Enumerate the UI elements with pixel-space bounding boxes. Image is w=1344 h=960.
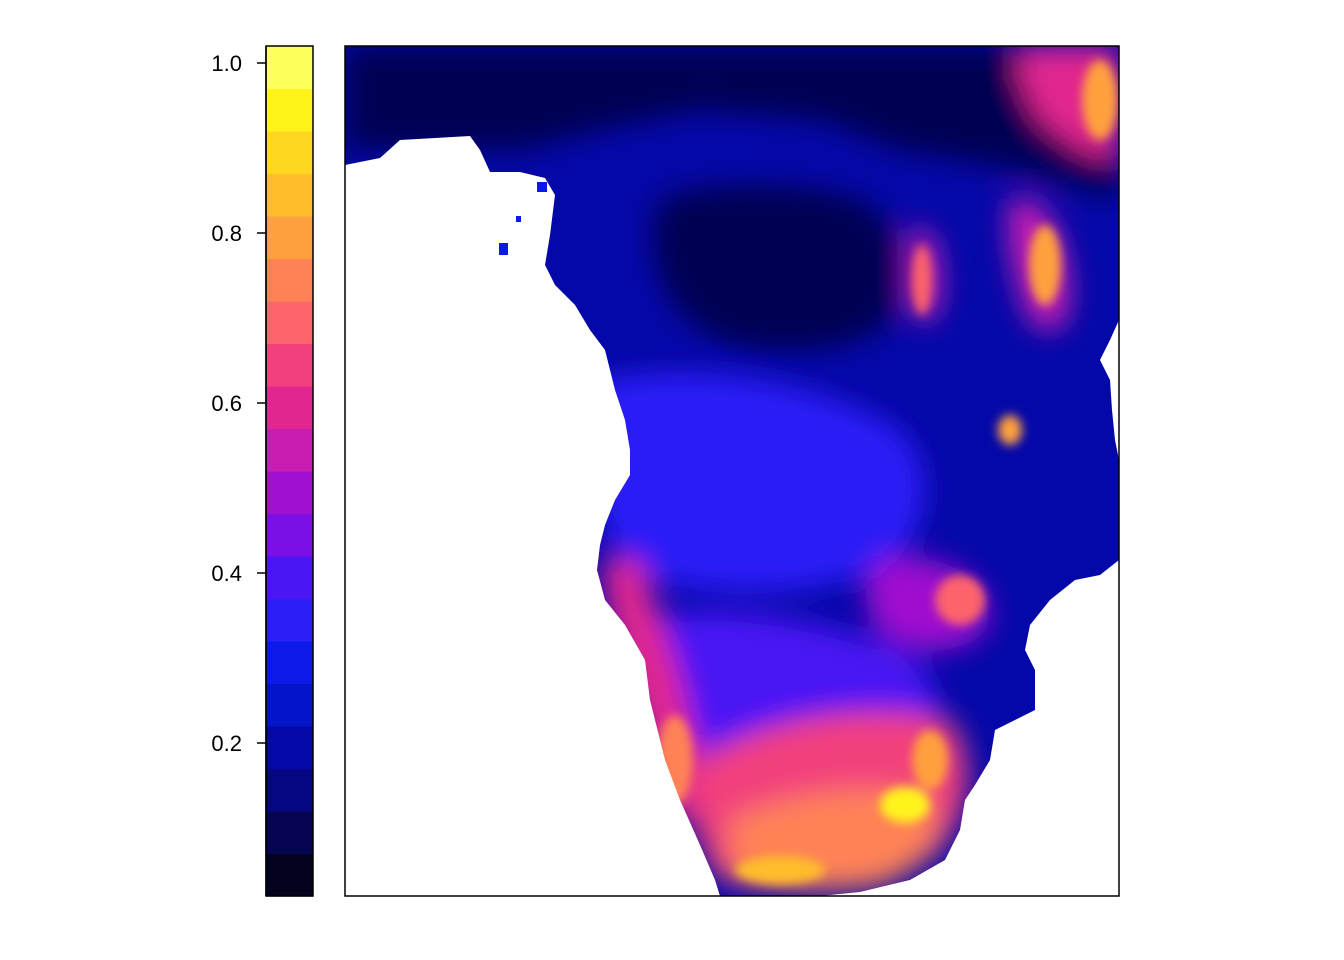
hotspot-malawi <box>998 415 1022 445</box>
value-zones <box>345 46 1119 891</box>
zone-north-band <box>345 46 1119 200</box>
hotspot-drakensberg <box>912 730 948 790</box>
legend-bin <box>266 343 313 387</box>
atlantic-ocean <box>345 136 720 896</box>
hotspot-ethiopia <box>1082 60 1118 140</box>
legend-bin <box>266 428 313 472</box>
legend-tick-label: 1.0 <box>211 51 242 76</box>
legend-bin <box>266 641 313 685</box>
legend-tick-label: 0.2 <box>211 731 242 756</box>
hotspot-cape <box>735 856 825 884</box>
hotspot-zimbabwe <box>935 575 985 625</box>
island-principe <box>516 216 521 222</box>
legend-bin <box>266 683 313 727</box>
map-panel-content <box>345 46 1119 896</box>
legend-bin <box>266 513 313 557</box>
indian-ocean <box>820 320 1119 896</box>
legend-bin <box>266 471 313 515</box>
legend-bin <box>266 811 313 855</box>
legend-bin <box>266 131 313 175</box>
legend-bin <box>266 301 313 345</box>
legend-ticks: 0.2 0.4 0.6 0.8 1.0 <box>211 51 266 756</box>
legend-bin <box>266 598 313 642</box>
legend-bin <box>266 386 313 430</box>
island-bioko <box>537 182 547 192</box>
hotspot-highveld <box>880 787 930 823</box>
zone-central-plateau <box>590 372 925 593</box>
hotspot-rift-west <box>912 245 932 315</box>
legend-bin <box>266 216 313 260</box>
legend-bin <box>266 556 313 600</box>
legend-bin <box>266 853 313 897</box>
legend-tick-label: 0.6 <box>211 391 242 416</box>
legend-tick-label: 0.8 <box>211 221 242 246</box>
hotspot-kenya <box>1029 225 1061 305</box>
legend-bin <box>266 173 313 217</box>
island-sao-tome <box>499 243 508 255</box>
legend-bin <box>266 88 313 132</box>
legend-bin <box>266 258 313 302</box>
legend-color-bins <box>266 46 313 897</box>
zone-congo-basin <box>653 185 900 351</box>
legend-tick-label: 0.4 <box>211 561 242 586</box>
map-panel-border <box>344 45 1120 897</box>
legend-bin <box>266 768 313 812</box>
legend-bin <box>266 46 313 90</box>
legend-bin <box>266 726 313 770</box>
